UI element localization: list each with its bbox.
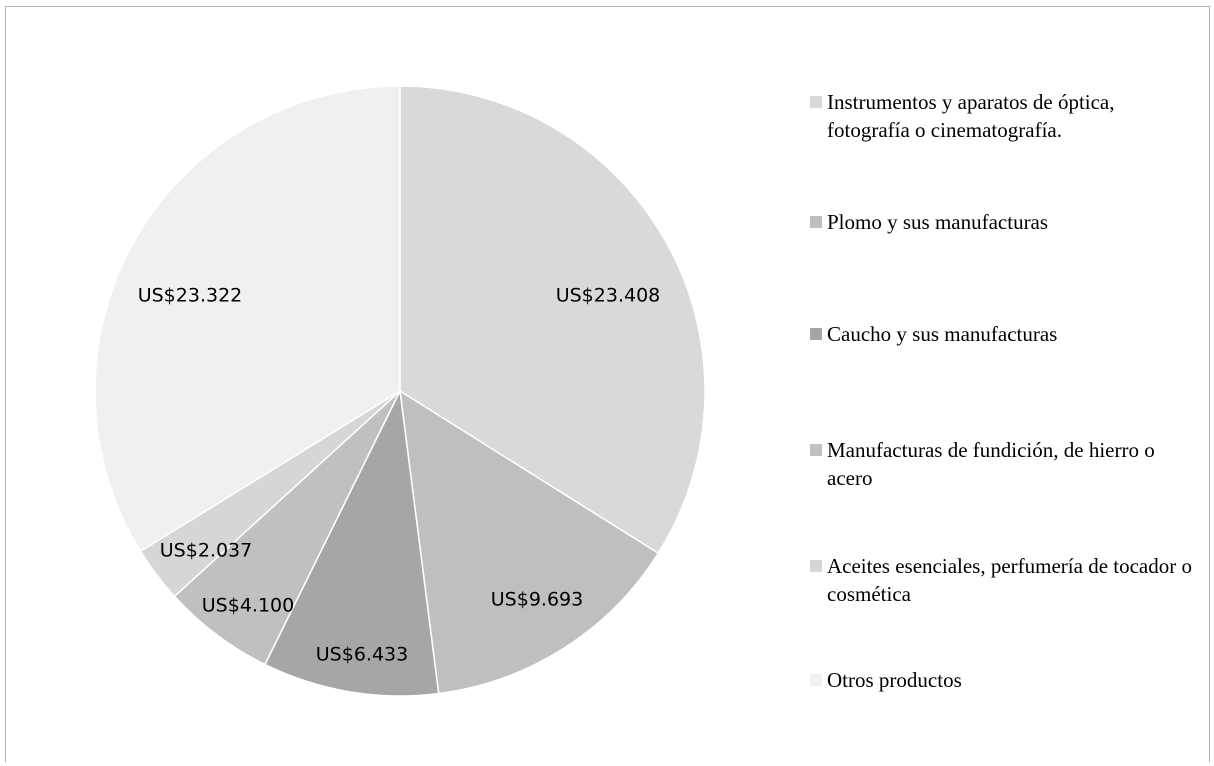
pie-slice-0 <box>399 85 706 555</box>
legend-swatch <box>810 216 822 228</box>
legend-label: Instrumentos y aparatos de óptica, fotog… <box>827 90 1115 142</box>
legend-label: Plomo y sus manufacturas <box>827 210 1049 234</box>
legend-item-plomo: Plomo y sus manufacturas <box>810 208 1200 236</box>
legend-item-otros: Otros productos <box>810 666 1200 694</box>
data-label-3: US$4.100 <box>202 595 294 617</box>
pie-slice-2 <box>263 388 440 697</box>
chart-frame <box>5 6 1210 762</box>
data-label-2: US$6.433 <box>316 644 408 666</box>
legend-label: Caucho y sus manufacturas <box>827 322 1058 346</box>
pie-slice-5 <box>94 85 401 553</box>
legend-label: Manufacturas de fundición, de hierro o a… <box>827 438 1155 490</box>
legend-item-instrumentos: Instrumentos y aparatos de óptica, fotog… <box>810 88 1200 144</box>
legend-label: Aceites esenciales, perfumería de tocado… <box>827 554 1192 606</box>
legend-swatch <box>810 674 822 686</box>
legend-item-caucho: Caucho y sus manufacturas <box>810 320 1200 348</box>
legend-swatch <box>810 96 822 108</box>
pie-slice-1 <box>399 389 660 695</box>
legend-swatch <box>810 444 822 456</box>
legend-swatch <box>810 328 822 340</box>
legend-label: Otros productos <box>827 668 962 692</box>
data-label-1: US$9.693 <box>491 589 583 611</box>
legend-item-aceites: Aceites esenciales, perfumería de tocado… <box>810 552 1200 608</box>
data-label-5: US$23.322 <box>138 285 243 307</box>
legend-item-manufacturas: Manufacturas de fundición, de hierro o a… <box>810 436 1200 492</box>
data-label-4: US$2.037 <box>160 540 252 562</box>
data-label-0: US$23.408 <box>556 285 661 307</box>
legend-swatch <box>810 560 822 572</box>
